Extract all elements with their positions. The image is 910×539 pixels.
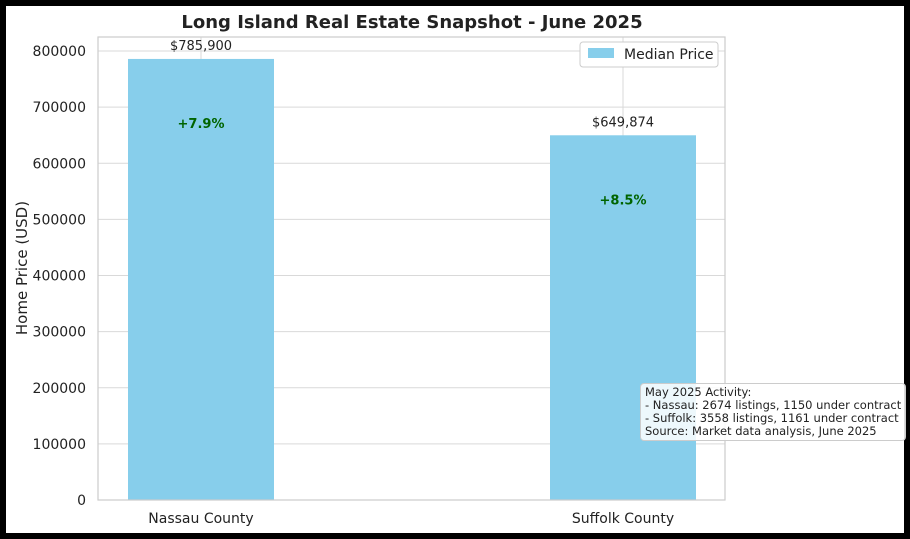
annotation-line: - Nassau: 2674 listings, 1150 under cont… [645,398,902,412]
bar-value-label: $785,900 [170,39,232,54]
bar-value-label: $649,874 [592,115,654,130]
bar-change-label: +8.5% [600,193,647,208]
legend: Median Price [579,41,719,68]
y-tick-label: 400000 [33,269,86,285]
y-tick-label: 800000 [33,44,86,60]
x-tick-label: Suffolk County [572,511,674,527]
legend-box [579,41,719,68]
bars: $785,900 +7.9% $649,874 +8.5% [128,39,696,501]
plot-border [97,36,726,501]
y-tick-label: 500000 [33,212,86,228]
annotation-line: - Suffolk: 3558 listings, 1161 under con… [645,411,899,425]
legend-swatch [588,48,614,58]
activity-annotation: May 2025 Activity: - Nassau: 2674 listing… [640,383,907,441]
bar-nassau-county [128,58,274,501]
bar-suffolk-county [550,135,696,500]
y-tick-label: 0 [77,493,86,509]
annotation-line: May 2025 Activity: [645,385,752,399]
x-tick-label: Nassau County [148,511,253,527]
y-tick-label: 700000 [33,100,86,116]
legend-label: Median Price [624,47,714,63]
y-tick-label: 600000 [33,156,86,172]
y-axis-label: Home Price (USD) [13,201,31,335]
chart-title: Long Island Real Estate Snapshot - June … [181,12,642,33]
y-tick-label: 100000 [33,437,86,453]
annotation-line: Source: Market data analysis, June 2025 [645,424,877,438]
y-tick-label: 300000 [33,325,86,341]
bar-change-label: +7.9% [178,117,225,132]
y-tick-label: 200000 [33,381,86,397]
axis-ticks: 0 100000 200000 300000 400000 500000 600000 700… [33,44,675,527]
